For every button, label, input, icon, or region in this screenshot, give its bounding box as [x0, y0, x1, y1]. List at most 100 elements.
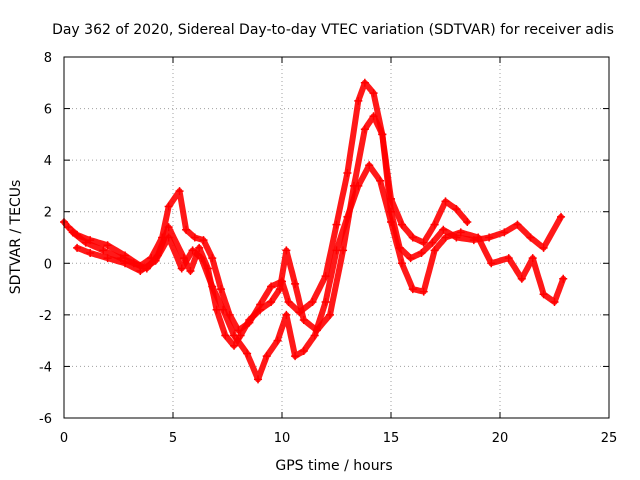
data-point — [419, 287, 428, 296]
data-point — [343, 212, 352, 221]
x-tick-label: 20 — [492, 431, 509, 446]
data-point — [208, 282, 217, 291]
series-line-track-c — [74, 162, 567, 383]
data-point — [175, 187, 184, 196]
axis-ticks: 0 5 10 15 20 25 -6 -4 -2 0 2 4 6 8 — [39, 51, 617, 446]
data-point — [513, 220, 522, 229]
data-point — [539, 243, 548, 252]
data-point — [164, 223, 173, 232]
x-axis-label: GPS time / hours — [275, 458, 392, 474]
data-point — [500, 228, 509, 237]
data-point — [417, 248, 426, 257]
data-point — [221, 331, 230, 340]
data-point — [397, 220, 406, 229]
data-point — [199, 236, 208, 245]
data-point — [360, 78, 369, 87]
data-point — [557, 212, 566, 221]
y-tick-label: -6 — [39, 412, 52, 427]
data-point — [408, 233, 417, 242]
data-point — [369, 112, 378, 121]
data-point — [121, 259, 130, 268]
y-tick-label: -2 — [39, 309, 52, 324]
plot-frame — [63, 56, 610, 419]
data-point — [526, 233, 535, 242]
data-point — [190, 233, 199, 242]
data-point — [308, 297, 317, 306]
data-point — [73, 243, 82, 252]
data-point — [517, 274, 526, 283]
data-point — [197, 254, 206, 263]
data-point — [282, 246, 291, 255]
series-line-track-a — [61, 79, 471, 334]
plot-area — [60, 78, 568, 384]
data-point — [243, 349, 252, 358]
data-point — [291, 352, 300, 361]
data-point — [343, 169, 352, 178]
data-point — [177, 264, 186, 273]
data-point — [321, 297, 330, 306]
y-tick-label: 6 — [44, 103, 52, 118]
data-point — [273, 336, 282, 345]
y-tick-label: 8 — [44, 51, 52, 66]
data-point — [208, 254, 217, 263]
data-point — [310, 331, 319, 340]
x-tick-label: 0 — [60, 431, 68, 446]
x-tick-label: 15 — [383, 431, 400, 446]
data-point — [539, 290, 548, 299]
data-point — [376, 176, 385, 185]
data-point — [439, 225, 448, 234]
x-tick-label: 10 — [274, 431, 291, 446]
data-point — [64, 223, 73, 232]
data-point — [452, 205, 461, 214]
data-point — [164, 202, 173, 211]
data-point — [332, 246, 341, 255]
data-point — [86, 248, 95, 257]
data-point — [325, 310, 334, 319]
data-point — [441, 197, 450, 206]
y-tick-label: 0 — [44, 257, 52, 272]
data-point — [195, 243, 204, 252]
data-point — [282, 310, 291, 319]
chart-title: Day 362 of 2020, Sidereal Day-to-day VTE… — [52, 22, 614, 38]
data-point — [408, 285, 417, 294]
data-point — [419, 238, 428, 247]
data-point — [262, 352, 271, 361]
data-point — [299, 316, 308, 325]
data-point — [463, 218, 472, 227]
series-line-track-b — [69, 113, 564, 349]
data-point — [397, 259, 406, 268]
data-point — [103, 254, 112, 263]
data-point — [430, 246, 439, 255]
data-point — [164, 233, 173, 242]
data-point — [136, 267, 145, 276]
data-point — [81, 238, 90, 247]
data-point — [275, 285, 284, 294]
data-point — [485, 233, 494, 242]
data-point — [219, 305, 228, 314]
data-point — [354, 181, 363, 190]
data-point — [230, 331, 239, 340]
data-point — [254, 375, 263, 384]
data-point — [151, 256, 160, 265]
y-tick-label: -4 — [39, 360, 52, 375]
data-point — [559, 274, 568, 283]
x-tick-label: 25 — [601, 431, 618, 446]
data-point — [354, 96, 363, 105]
data-point — [387, 218, 395, 227]
data-point — [103, 241, 112, 250]
data-point — [291, 279, 300, 288]
data-point — [299, 346, 308, 355]
data-point — [245, 316, 254, 325]
data-point — [406, 254, 415, 263]
data-point — [430, 220, 439, 229]
data-point — [182, 225, 191, 234]
data-point — [504, 254, 513, 263]
data-point — [474, 233, 483, 242]
data-point — [284, 297, 293, 306]
data-point — [365, 161, 374, 170]
data-point — [230, 341, 239, 350]
data-point — [216, 285, 225, 294]
data-point — [550, 297, 559, 306]
data-point — [487, 259, 496, 268]
